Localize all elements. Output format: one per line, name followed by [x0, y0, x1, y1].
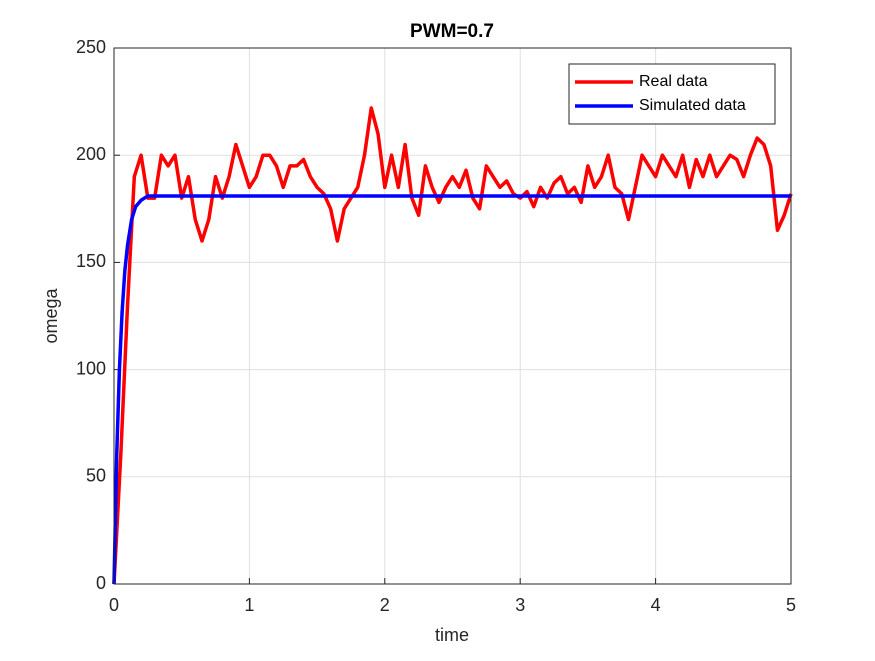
y-tick-label: 0: [96, 573, 106, 593]
y-tick-label: 50: [86, 466, 106, 486]
plot-area: [114, 48, 791, 584]
x-tick-label: 2: [380, 595, 390, 615]
y-tick-label: 200: [76, 144, 106, 164]
legend-box: [568, 63, 776, 125]
x-tick-label: 4: [651, 595, 661, 615]
y-tick-label: 100: [76, 358, 106, 378]
axes-box: [113, 47, 792, 585]
x-tick-label: 5: [786, 595, 796, 615]
legend: Real data Simulated data: [568, 63, 776, 125]
y-tick-label: 250: [76, 37, 106, 57]
x-tick-label: 1: [244, 595, 254, 615]
y-axis-label: omega: [41, 287, 61, 343]
x-tick-label: 3: [515, 595, 525, 615]
legend-label: Real data: [639, 73, 708, 90]
series-line: [112, 106, 793, 585]
x-axis-label: time: [435, 625, 469, 645]
legend-label: Simulated data: [639, 97, 746, 114]
series-line: [112, 194, 791, 585]
y-tick-label: 150: [76, 251, 106, 271]
x-tick-label: 0: [109, 595, 119, 615]
chart-title: PWM=0.7: [410, 21, 494, 42]
